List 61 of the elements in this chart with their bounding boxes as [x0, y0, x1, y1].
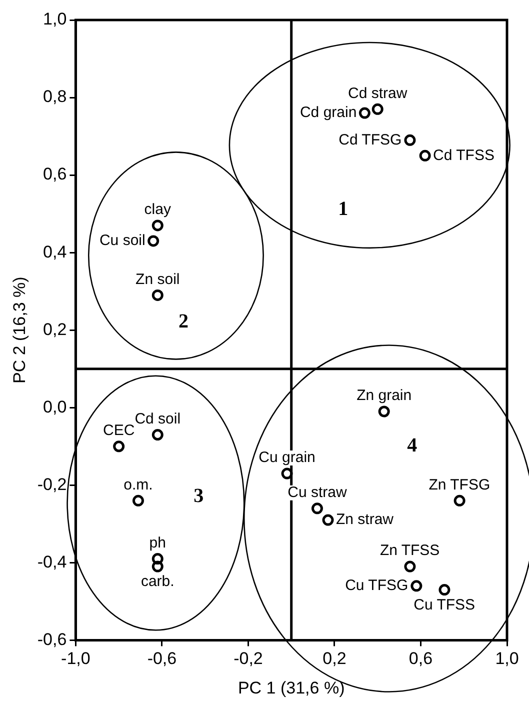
point	[322, 514, 334, 526]
x-tick-label: -0,6	[147, 649, 177, 668]
series-label: Cd grain	[300, 104, 357, 122]
y-tick-label: 0,4	[43, 242, 67, 262]
y-tick-label: 1,0	[43, 10, 67, 29]
point	[410, 580, 422, 592]
point	[148, 235, 160, 247]
point	[378, 406, 390, 418]
x-tick-label: 0,6	[408, 649, 433, 668]
series-label: Cu TFSG	[345, 577, 408, 594]
series-label: o.m.	[124, 476, 153, 494]
point	[281, 468, 293, 480]
series-label: Zn straw	[336, 511, 394, 528]
point	[152, 289, 164, 301]
series-label: clay	[144, 201, 172, 218]
y-axis-title: PC 2 (16,3 %)	[10, 276, 29, 384]
point	[152, 553, 164, 565]
point	[404, 560, 416, 572]
point	[372, 103, 384, 115]
y-tick-label: -0,6	[37, 630, 67, 649]
y-tick-label: -0,2	[37, 474, 67, 494]
annotation: 2	[178, 310, 189, 333]
point	[419, 150, 431, 162]
y-tick-label: -0,4	[37, 552, 67, 572]
series-label: Cu straw	[288, 484, 347, 502]
series-label: Cu soil	[99, 232, 146, 250]
series-label: Cd TFSG	[338, 131, 402, 148]
series-label: Cd TFSS	[433, 146, 494, 164]
x-tick-label: -0,2	[234, 649, 263, 668]
series-label: Zn TFSS	[380, 542, 440, 560]
y-tick-label: 0,0	[43, 397, 67, 416]
y-tick-label: 0,2	[43, 320, 67, 339]
series-label: Zn soil	[136, 270, 180, 288]
series-label: carb.	[140, 573, 174, 590]
series-label: Cu grain	[258, 449, 316, 466]
point	[152, 429, 164, 441]
point	[438, 584, 450, 596]
x-tick-label: -1,0	[61, 649, 90, 668]
y-tick-label: 0,6	[43, 164, 67, 184]
series-label: Cd soil	[134, 410, 181, 428]
series-label: ph	[149, 534, 166, 552]
point	[132, 494, 144, 506]
point	[113, 440, 125, 452]
annotation: 3	[194, 484, 204, 507]
annotation: 4	[407, 434, 418, 457]
point	[454, 494, 466, 506]
series-label: Zn grain	[356, 387, 412, 404]
point	[404, 134, 416, 146]
x-tick-label: 0,2	[322, 649, 346, 668]
point	[311, 502, 323, 514]
x-tick-label: 1,0	[495, 649, 519, 668]
series-label: Cd straw	[348, 84, 408, 102]
series-label: Zn TFSG	[428, 476, 490, 494]
y-tick-label: 0,8	[43, 87, 67, 106]
x-axis-title: PC 1 (31,6 %)	[238, 678, 345, 698]
series-label: CEC	[102, 422, 135, 440]
series-label: Cu TFSS	[414, 596, 476, 614]
point	[152, 220, 164, 232]
point	[152, 560, 164, 572]
point	[358, 107, 370, 119]
annotation: 1	[338, 198, 348, 220]
